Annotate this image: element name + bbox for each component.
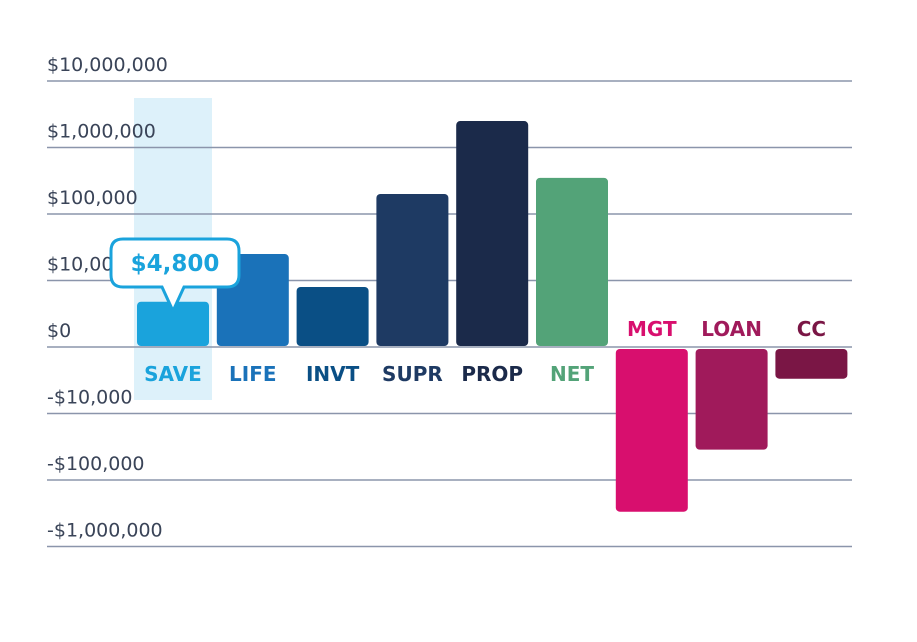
tooltip-value: $4,800 [131, 251, 220, 277]
y-tick-label: $1,000,000 [47, 121, 156, 143]
tooltip-bubble [109, 237, 241, 315]
category-label-invt: INVT [306, 362, 360, 386]
bar-loan[interactable] [695, 349, 768, 450]
category-label-life: LIFE [229, 362, 277, 386]
category-label-prop: PROP [461, 362, 523, 386]
bar-cc[interactable] [775, 349, 848, 379]
category-label-mgt: MGT [627, 317, 677, 341]
y-tick-label: $100,000 [47, 187, 138, 209]
bar-mgt[interactable] [615, 349, 688, 512]
bar-supr[interactable] [376, 193, 449, 346]
category-label-loan: LOAN [701, 317, 762, 341]
bar-net[interactable] [536, 177, 608, 346]
y-tick-label: -$1,000,000 [47, 520, 163, 542]
bar-save[interactable] [137, 301, 209, 346]
y-tick-label: $0 [47, 320, 71, 342]
bar-invt[interactable] [296, 286, 369, 346]
category-label-net: NET [550, 362, 594, 386]
y-tick-label: -$100,000 [47, 453, 145, 475]
category-label-cc: CC [797, 317, 826, 341]
y-tick-label: $10,000 [47, 254, 126, 276]
bar-prop[interactable] [456, 121, 529, 346]
category-label-save: SAVE [144, 362, 202, 386]
y-tick-label: -$10,000 [47, 387, 132, 409]
category-label-supr: SUPR [382, 362, 443, 386]
y-tick-label: $10,000,000 [47, 54, 168, 76]
value-tooltip: $4,800 [109, 237, 241, 315]
